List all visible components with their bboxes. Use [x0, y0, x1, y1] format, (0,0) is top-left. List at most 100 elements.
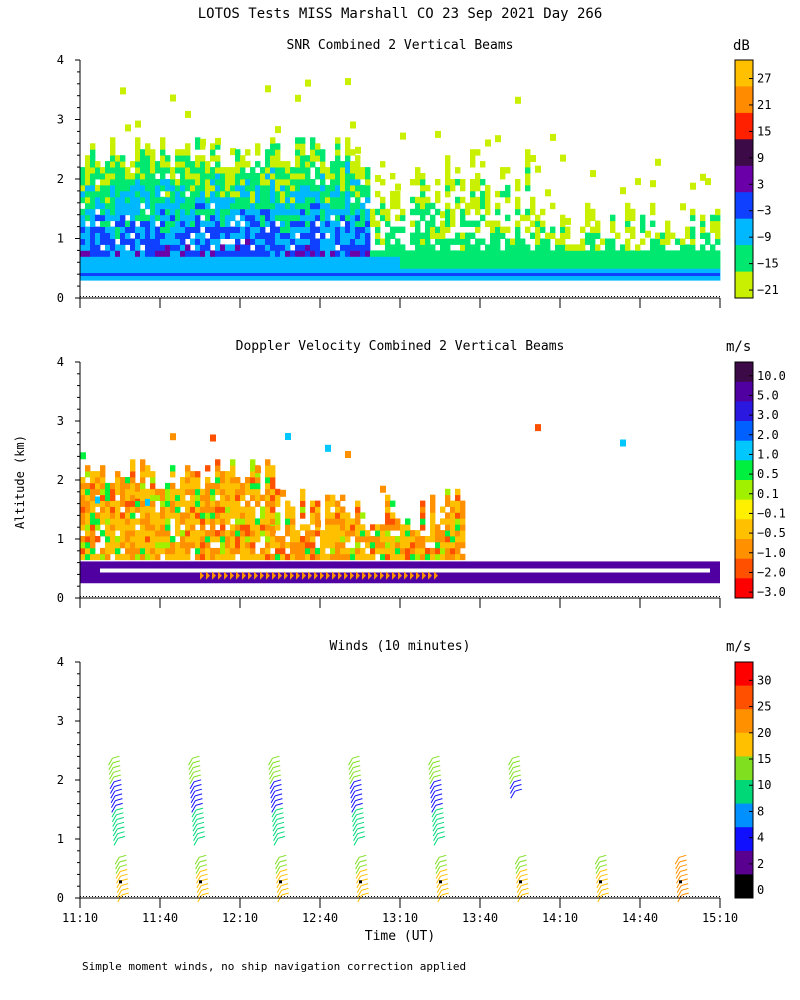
- snr-cell: [215, 190, 221, 198]
- snr-cell: [270, 173, 276, 180]
- velocity-speckle: [280, 489, 286, 497]
- velocity-band-marker: [206, 571, 210, 580]
- snr-cell: [140, 214, 146, 222]
- snr-cell: [600, 238, 606, 245]
- snr-cell: [130, 262, 136, 269]
- snr-cell: [155, 214, 161, 222]
- velocity-cell: [130, 471, 136, 478]
- snr-speckle: [700, 173, 706, 181]
- snr-cell: [415, 238, 421, 245]
- snr-cell: [655, 268, 661, 275]
- snr-cell: [360, 173, 366, 180]
- snr-cell: [85, 190, 91, 198]
- snr-cell: [340, 232, 346, 239]
- snr-cell: [480, 250, 486, 257]
- velocity-cell: [210, 482, 216, 490]
- velocity-cell: [240, 482, 246, 490]
- wind-barb-flag: [115, 802, 123, 806]
- velocity-cell: [455, 494, 461, 501]
- snr-cell: [320, 202, 326, 210]
- snr-cell: [480, 274, 486, 281]
- snr-cell: [170, 256, 176, 263]
- snr-cell: [300, 196, 306, 204]
- wind-barb-shaft: [192, 828, 198, 837]
- snr-cell: [160, 262, 166, 269]
- snr-cell: [655, 244, 661, 251]
- y-tick-label: 4: [57, 53, 64, 67]
- snr-cell: [110, 155, 116, 162]
- snr-cell: [710, 274, 716, 281]
- wind-barb-flag: [439, 864, 448, 868]
- snr-cell: [705, 268, 711, 275]
- snr-cell: [140, 173, 146, 180]
- snr-cell: [625, 268, 631, 275]
- velocity-cell: [355, 536, 361, 543]
- velocity-cell: [150, 488, 156, 496]
- snr-cell: [180, 268, 186, 275]
- snr-cell: [235, 196, 241, 204]
- colorbar-tick-label: 21: [757, 98, 771, 112]
- wind-barb-flag: [681, 887, 689, 891]
- snr-cell: [460, 208, 466, 216]
- snr-cell: [500, 173, 506, 180]
- snr-cell: [150, 155, 156, 162]
- snr-cell: [550, 256, 556, 263]
- velocity-cell: [460, 500, 466, 507]
- snr-cell: [350, 232, 356, 239]
- snr-cell: [670, 268, 676, 275]
- snr-cell: [460, 268, 466, 275]
- velocity-cell: [130, 459, 136, 466]
- velocity-cell: [120, 536, 126, 543]
- snr-cell: [630, 268, 636, 275]
- snr-cell: [245, 268, 251, 275]
- snr-cell: [135, 202, 141, 210]
- snr-cell: [335, 143, 341, 150]
- velocity-cell: [215, 465, 221, 472]
- velocity-band-marker: [236, 571, 240, 580]
- snr-cell: [350, 250, 356, 257]
- velocity-cell: [145, 494, 151, 501]
- velocity-cell: [220, 488, 226, 496]
- snr-cell: [235, 250, 241, 257]
- snr-cell: [180, 220, 186, 227]
- snr-cell: [255, 256, 261, 263]
- snr-cell: [115, 167, 121, 174]
- snr-cell: [125, 238, 131, 245]
- snr-cell: [115, 196, 121, 204]
- snr-cell: [90, 184, 96, 192]
- x-tick-label: 14:10: [542, 911, 578, 925]
- snr-cell: [170, 250, 176, 257]
- snr-cell: [165, 190, 171, 198]
- snr-cell: [195, 250, 201, 257]
- snr-cell: [410, 196, 416, 204]
- snr-cell: [315, 262, 321, 269]
- velocity-cell: [185, 524, 191, 531]
- snr-cell: [150, 238, 156, 245]
- snr-cell: [390, 262, 396, 269]
- wind-barb-flag: [352, 755, 360, 759]
- snr-cell: [140, 184, 146, 192]
- snr-cell: [315, 143, 321, 150]
- velocity-cell: [295, 536, 301, 543]
- snr-cell: [120, 196, 126, 204]
- snr-cell: [605, 274, 611, 281]
- snr-cell: [530, 208, 536, 216]
- velocity-cell: [145, 465, 151, 472]
- snr-cell: [445, 244, 451, 251]
- snr-cell: [435, 208, 441, 216]
- snr-cell: [300, 208, 306, 216]
- velocity-cell: [325, 553, 331, 561]
- snr-cell: [185, 232, 191, 239]
- snr-cell: [125, 173, 131, 180]
- colorbar-swatch: [735, 685, 753, 710]
- snr-cell: [450, 250, 456, 257]
- snr-cell: [90, 155, 96, 162]
- snr-cell: [250, 250, 256, 257]
- snr-cell: [420, 244, 426, 251]
- snr-cell: [145, 244, 151, 251]
- velocity-cell: [100, 512, 106, 519]
- wind-barb-flag: [194, 784, 202, 787]
- wind-barb-flag: [361, 883, 369, 887]
- snr-cell: [505, 184, 511, 192]
- snr-cell: [280, 262, 286, 269]
